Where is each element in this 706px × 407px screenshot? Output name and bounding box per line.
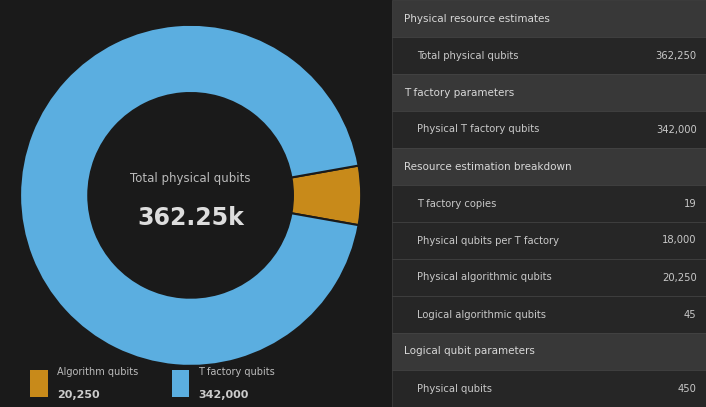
Bar bbox=[392, 222, 706, 259]
Text: 342,000: 342,000 bbox=[656, 125, 697, 134]
Text: 342,000: 342,000 bbox=[198, 390, 249, 400]
Text: Total physical qubits: Total physical qubits bbox=[131, 172, 251, 185]
Text: Resource estimation breakdown: Resource estimation breakdown bbox=[405, 162, 572, 171]
Text: Physical qubits: Physical qubits bbox=[417, 383, 492, 394]
Bar bbox=[392, 259, 706, 296]
Text: Total physical qubits: Total physical qubits bbox=[417, 50, 518, 61]
Bar bbox=[392, 111, 706, 148]
Text: 19: 19 bbox=[684, 199, 697, 208]
Text: T factory qubits: T factory qubits bbox=[198, 367, 275, 377]
Text: T factory parameters: T factory parameters bbox=[405, 88, 515, 98]
Text: Logical algorithmic qubits: Logical algorithmic qubits bbox=[417, 309, 546, 319]
Text: Algorithm qubits: Algorithm qubits bbox=[57, 367, 138, 377]
Text: Physical algorithmic qubits: Physical algorithmic qubits bbox=[417, 273, 551, 282]
Text: Physical qubits per T factory: Physical qubits per T factory bbox=[417, 236, 559, 245]
Text: Physical resource estimates: Physical resource estimates bbox=[405, 13, 550, 24]
Bar bbox=[172, 370, 189, 397]
Bar bbox=[392, 148, 706, 185]
Text: 20,250: 20,250 bbox=[57, 390, 100, 400]
Bar bbox=[392, 185, 706, 222]
Text: Logical qubit parameters: Logical qubit parameters bbox=[405, 346, 535, 357]
Text: 362.25k: 362.25k bbox=[137, 206, 244, 230]
Bar bbox=[392, 333, 706, 370]
Text: 450: 450 bbox=[678, 383, 697, 394]
Wedge shape bbox=[292, 166, 361, 225]
Text: T factory copies: T factory copies bbox=[417, 199, 496, 208]
Text: 20,250: 20,250 bbox=[662, 273, 697, 282]
Text: 45: 45 bbox=[684, 309, 697, 319]
Text: 18,000: 18,000 bbox=[662, 236, 697, 245]
Text: Physical T factory qubits: Physical T factory qubits bbox=[417, 125, 539, 134]
Bar bbox=[392, 37, 706, 74]
Bar bbox=[392, 74, 706, 111]
Bar bbox=[392, 0, 706, 37]
Text: 362,250: 362,250 bbox=[655, 50, 697, 61]
Bar bbox=[392, 370, 706, 407]
Wedge shape bbox=[20, 25, 359, 366]
Bar bbox=[392, 296, 706, 333]
Bar bbox=[30, 370, 48, 397]
